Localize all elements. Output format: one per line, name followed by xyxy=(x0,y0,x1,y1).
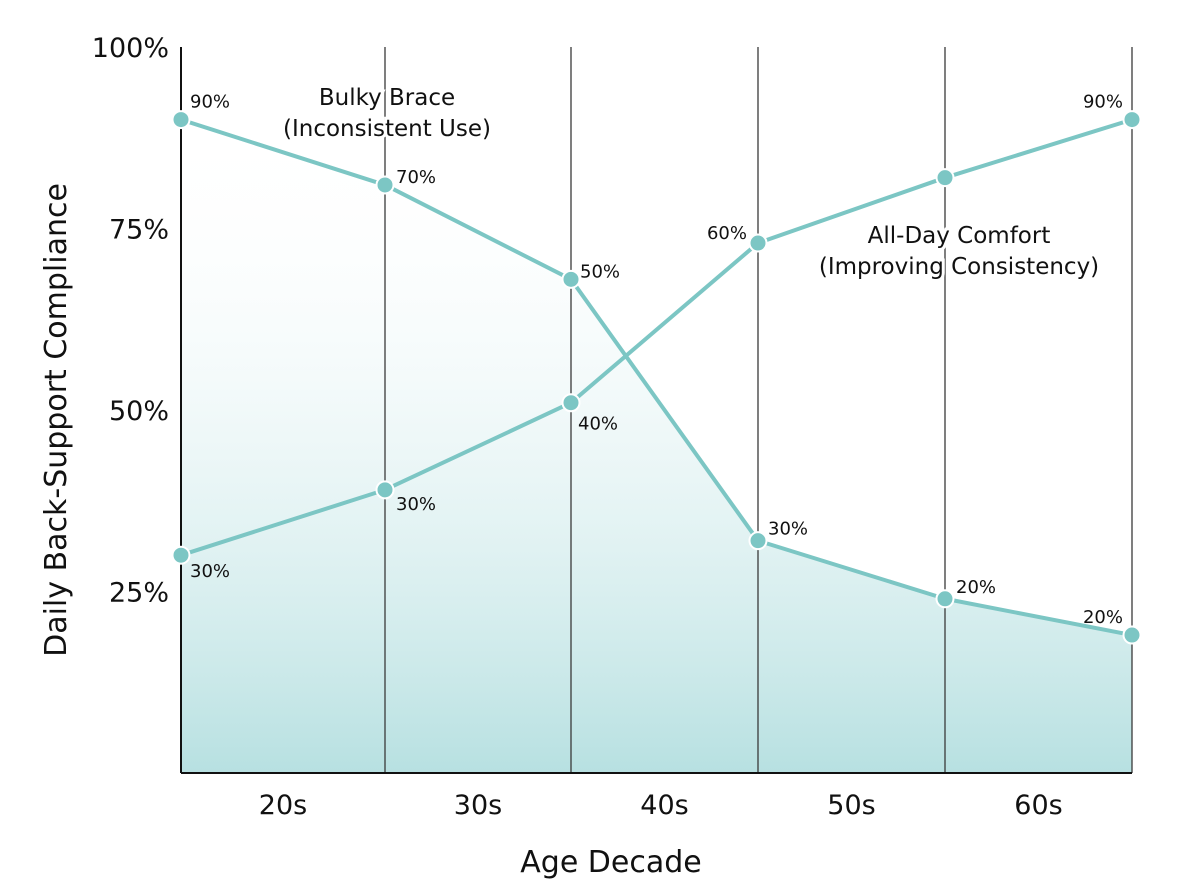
data-point-series-0 xyxy=(171,110,191,130)
series-line-0 xyxy=(179,117,1134,638)
series-line-1 xyxy=(179,117,1134,558)
grid-layer xyxy=(384,47,1133,773)
data-label: 30% xyxy=(396,494,436,515)
data-point-series-1 xyxy=(561,393,581,413)
data-point-series-1 xyxy=(375,480,395,500)
data-label: 50% xyxy=(580,261,620,282)
series-annotation: (Improving Consistency) xyxy=(819,254,1099,280)
x-tick-label: 50s xyxy=(827,790,875,821)
labels-layer: 90% 70% 50% 30% 20% 20% 30% 30% 40% 60% 90% xyxy=(190,92,1123,628)
area-fill-series-0 xyxy=(181,119,1132,774)
data-point-series-0 xyxy=(935,589,955,609)
ticks-layer: 25% 50% 75% 100% 20s 30s 40s 50s 60s xyxy=(92,33,1063,821)
data-label: 30% xyxy=(190,561,230,582)
y-axis-title: Daily Back-Support Compliance xyxy=(39,183,74,657)
data-label: 60% xyxy=(707,223,747,244)
points-layer xyxy=(171,110,1142,645)
x-tick-label: 40s xyxy=(640,790,688,821)
data-point-series-1 xyxy=(171,545,191,565)
y-tick-label: 100% xyxy=(92,33,169,64)
data-label: 20% xyxy=(956,577,996,598)
data-label: 90% xyxy=(1083,92,1123,113)
axes-layer xyxy=(180,47,1132,774)
data-point-series-0 xyxy=(375,175,395,195)
data-label: 20% xyxy=(1083,607,1123,628)
y-tick-label: 50% xyxy=(109,396,169,427)
annotation-layer: Bulky Brace (Inconsistent Use) All-Day Com… xyxy=(280,82,1102,283)
data-point-series-0 xyxy=(748,531,768,551)
series-annotation: All-Day Comfort xyxy=(868,223,1051,249)
x-tick-label: 30s xyxy=(454,790,502,821)
data-label: 90% xyxy=(190,92,230,113)
data-label: 40% xyxy=(578,414,618,435)
data-point-series-1 xyxy=(1122,110,1142,130)
data-point-series-0 xyxy=(561,269,581,289)
data-point-series-1 xyxy=(748,233,768,253)
series-annotation: Bulky Brace xyxy=(319,85,455,111)
data-label: 30% xyxy=(768,519,808,540)
x-tick-label: 20s xyxy=(259,790,307,821)
x-tick-label: 60s xyxy=(1014,790,1062,821)
y-tick-label: 25% xyxy=(109,578,169,609)
series-annotation: (Inconsistent Use) xyxy=(283,116,491,142)
data-point-series-0 xyxy=(1122,625,1142,645)
y-tick-label: 75% xyxy=(109,215,169,246)
data-label: 70% xyxy=(396,167,436,188)
area-layer xyxy=(181,119,1132,774)
x-axis-title: Age Decade xyxy=(520,845,702,880)
data-point-series-1 xyxy=(935,168,955,188)
lines-layer xyxy=(179,117,1134,638)
